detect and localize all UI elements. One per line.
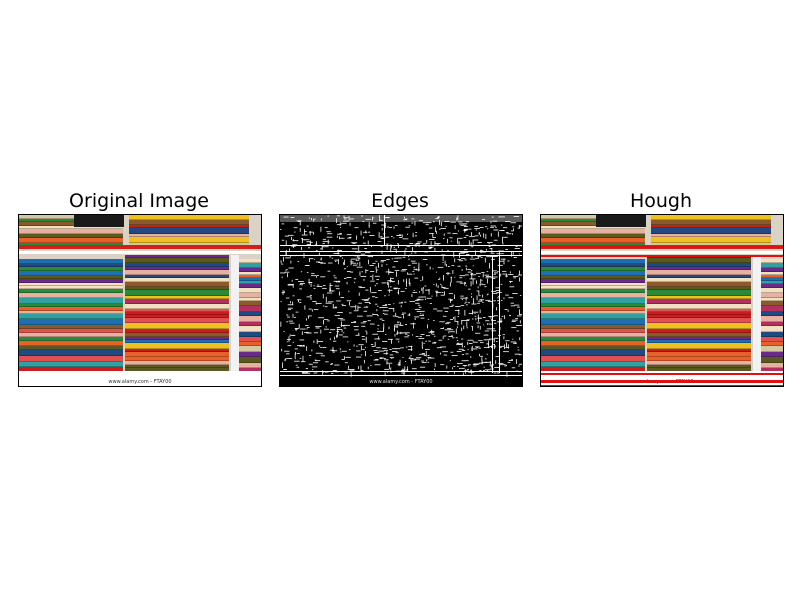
hough-image: www.alamy.com - FTAY00 [541, 215, 783, 386]
panel-title-hough: Hough [629, 190, 693, 212]
edges-image: www.alamy.com - FTAY00 [280, 215, 522, 386]
panel-title-original: Original Image [69, 190, 209, 212]
watermark-edges: www.alamy.com - FTAY00 [369, 379, 432, 385]
original-image: www.alamy.com - FTAY00 [19, 215, 261, 386]
original-image-panel: www.alamy.com - FTAY00 [18, 214, 262, 387]
watermark-original: www.alamy.com - FTAY00 [108, 379, 171, 385]
edges-panel: www.alamy.com - FTAY00 [279, 214, 523, 387]
panel-title-edges: Edges [371, 190, 429, 212]
hough-panel: www.alamy.com - FTAY00 [540, 214, 784, 387]
